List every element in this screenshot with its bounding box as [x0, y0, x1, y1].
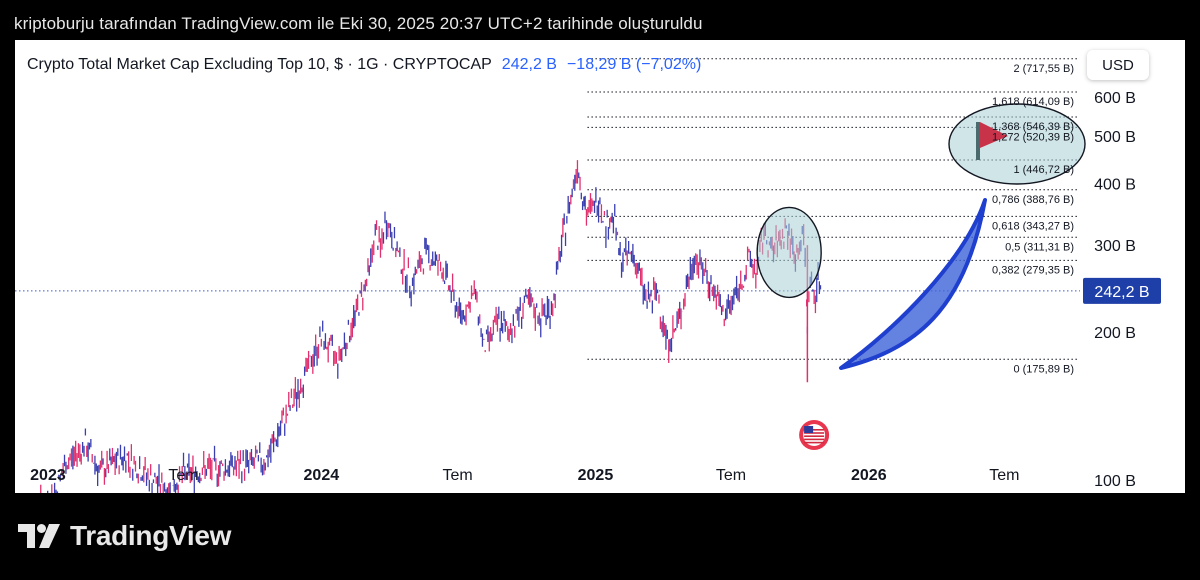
currency-button[interactable]: USD — [1087, 50, 1149, 80]
price-tag: 242,2 B — [1083, 277, 1161, 304]
fib-level-label: 1,368 (546,39 B) — [992, 121, 1074, 133]
us-flag-stripe — [804, 438, 825, 441]
tradingview-logo-icon — [18, 524, 60, 548]
fib-level-label: 2 (717,55 B) — [1013, 63, 1074, 75]
y-axis-label: 500 B — [1094, 129, 1136, 146]
fib-level-label: 1,618 (614,09 B) — [992, 96, 1074, 108]
x-axis-label: 2025 — [578, 467, 614, 484]
x-axis-label: Tem — [989, 467, 1019, 484]
candles — [40, 160, 822, 493]
us-flag-stripe — [804, 432, 825, 434]
fib-level-label: 0,786 (388,76 B) — [992, 194, 1074, 206]
price-tag-label: 242,2 B — [1094, 284, 1149, 301]
fib-level-label: 1,272 (520,39 B) — [992, 131, 1074, 143]
x-axis-label: Tem — [168, 467, 198, 484]
target-flag-icon — [980, 122, 1008, 148]
fib-level-label: 0,618 (343,27 B) — [992, 220, 1074, 232]
us-flag-stripe — [804, 441, 825, 444]
x-axis-label: 2024 — [304, 467, 340, 484]
x-axis-label: 2026 — [851, 467, 887, 484]
y-axis-label: 100 B — [1094, 473, 1136, 490]
y-axis-label: 600 B — [1094, 90, 1136, 107]
symbol-title-row: Crypto Total Market Cap Excluding Top 10… — [27, 56, 701, 74]
price-change: −18,29 B (−7,02%) — [566, 56, 702, 73]
highlight-ellipse-current — [756, 206, 822, 299]
y-axis-label: 400 B — [1094, 177, 1136, 194]
fib-level-label: 0,5 (311,31 B) — [1005, 241, 1074, 253]
price-tag-box — [1083, 277, 1161, 304]
us-flag-canton — [804, 426, 814, 433]
last-price: 242,2 B — [501, 56, 557, 73]
fib-level-label: 1 (446,72 B) — [1013, 164, 1074, 176]
fib-level-label: 0,382 (279,35 B) — [992, 264, 1074, 276]
us-flag-stripe — [804, 429, 825, 431]
chart-panel[interactable]: 0 (175,89 B) 0,382 (279,35 B) 0,5 (311,31 … — [15, 40, 1185, 493]
tradingview-logo: TradingView — [18, 520, 231, 552]
y-axis-label: 200 B — [1094, 325, 1136, 342]
x-axis-label: 2023 — [30, 467, 66, 484]
brand-name: TradingView — [70, 520, 232, 551]
us-flag-stripe — [804, 435, 825, 437]
x-axis-label: Tem — [443, 467, 473, 484]
projection-arrow — [839, 198, 987, 370]
us-flag-event-icon — [799, 420, 830, 450]
x-axis-label: Tem — [716, 467, 746, 484]
y-axis-label: 300 B — [1094, 238, 1136, 255]
plot-area: 0 (175,89 B) 0,382 (279,35 B) 0,5 (311,31 … — [15, 58, 1086, 493]
snapshot-attribution: kriptoburju tarafından TradingView.com i… — [14, 14, 703, 33]
symbol-title: Crypto Total Market Cap Excluding Top 10… — [27, 56, 492, 73]
chart-canvas[interactable]: 0 (175,89 B) 0,382 (279,35 B) 0,5 (311,31 … — [15, 40, 1185, 493]
fib-level-label: 0 (175,89 B) — [1013, 363, 1074, 375]
